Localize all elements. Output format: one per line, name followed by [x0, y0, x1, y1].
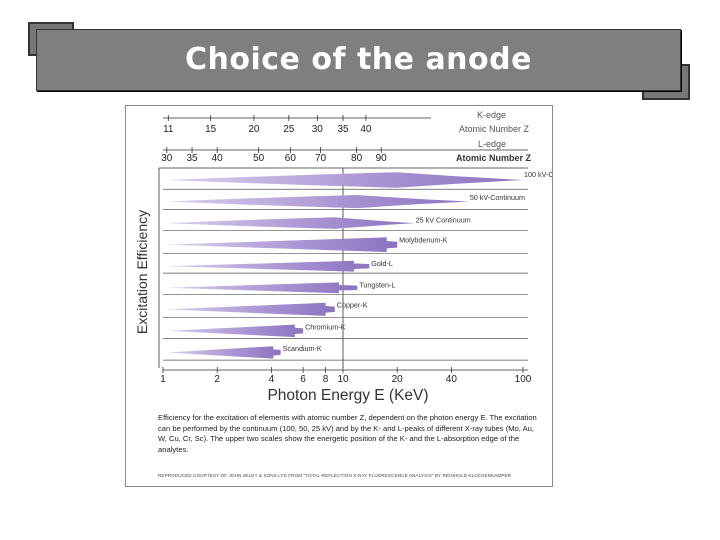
figure-caption: Efficiency for the excitation of element… [158, 413, 537, 454]
efficiency-chart: 11 15 20 25 30 35 40 K-edge Atomic Number Z 30 35 4… [134, 110, 552, 404]
band-7 [166, 302, 335, 316]
band-label: Copper-K [337, 301, 368, 310]
k-edge-tick-label: 15 [205, 124, 217, 135]
band-label: Molybdenum-K [399, 235, 448, 244]
l-edge-label: L-edge [478, 139, 506, 149]
band-1 [166, 172, 523, 188]
x-tick-label: 6 [300, 374, 306, 385]
x-tick-label: 20 [392, 374, 404, 385]
band-6 [166, 282, 358, 294]
l-edge-sublabel: Atomic Number Z [456, 153, 532, 163]
l-edge-tick-label: 70 [315, 153, 327, 164]
band-label: 50 kV-Continuum [470, 193, 525, 202]
l-edge-tick-label: 40 [212, 153, 224, 164]
k-edge-tick-label: 11 [163, 124, 174, 135]
band-4 [166, 237, 398, 253]
band-2 [166, 194, 469, 209]
y-axis-label: Excitation Efficiency [134, 210, 150, 334]
band-label: 100 kV-Continuum [524, 170, 552, 179]
plot-area: 100 kV-Continuum 50 kV-Continuum 25 kV Con… [158, 167, 552, 368]
band-label: 25 kV Continuum [416, 215, 471, 224]
band-label: Gold-L [371, 259, 393, 268]
k-edge-tick-label: 25 [283, 124, 295, 135]
k-edge-label: K-edge [477, 110, 506, 120]
x-tick-label: 40 [446, 374, 458, 385]
figure-credit: REPRODUCED COURTESY OF JOHN WILEY & SONS… [158, 473, 512, 478]
l-edge-tick-label: 35 [186, 153, 198, 164]
figure-panel: 11 15 20 25 30 35 40 K-edge Atomic Number Z 30 35 4… [125, 105, 553, 487]
l-edge-tick-label: 50 [253, 153, 265, 164]
l-edge-tick-label: 90 [376, 153, 388, 164]
x-tick-label: 100 [515, 374, 532, 385]
l-edge-tick-label: 30 [161, 153, 173, 164]
x-axis: 1 2 4 6 8 10 20 40 100 Photon Energy E (KeV) Excit… [134, 210, 532, 404]
k-edge-tick-label: 35 [337, 124, 349, 135]
x-tick-label: 10 [337, 374, 349, 385]
band-3 [166, 217, 415, 229]
edge-scales: 11 15 20 25 30 35 40 K-edge Atomic Number Z 30 35 4… [161, 110, 531, 164]
k-edge-tick-label: 30 [312, 124, 324, 135]
slide-title: Choice of the anode [185, 42, 532, 77]
band-9 [166, 346, 281, 359]
band-label: Scandium-K [283, 344, 322, 353]
x-tick-label: 1 [160, 374, 166, 385]
k-edge-sublabel: Atomic Number Z [459, 124, 530, 134]
title-bar: Choice of the anode [36, 29, 681, 91]
k-edge-tick-label: 40 [360, 124, 372, 135]
band-8 [166, 324, 304, 338]
k-edge-tick-label: 20 [248, 124, 260, 135]
band-5 [166, 260, 370, 272]
l-edge-tick-label: 60 [285, 153, 297, 164]
band-label: Tungsten-L [359, 280, 395, 289]
l-edge-tick-label: 80 [351, 153, 363, 164]
x-tick-label: 8 [323, 374, 329, 385]
x-tick-label: 2 [214, 374, 220, 385]
band-label: Chromium-K [305, 323, 346, 332]
x-tick-label: 4 [269, 374, 275, 385]
x-axis-label: Photon Energy E (KeV) [267, 387, 428, 404]
